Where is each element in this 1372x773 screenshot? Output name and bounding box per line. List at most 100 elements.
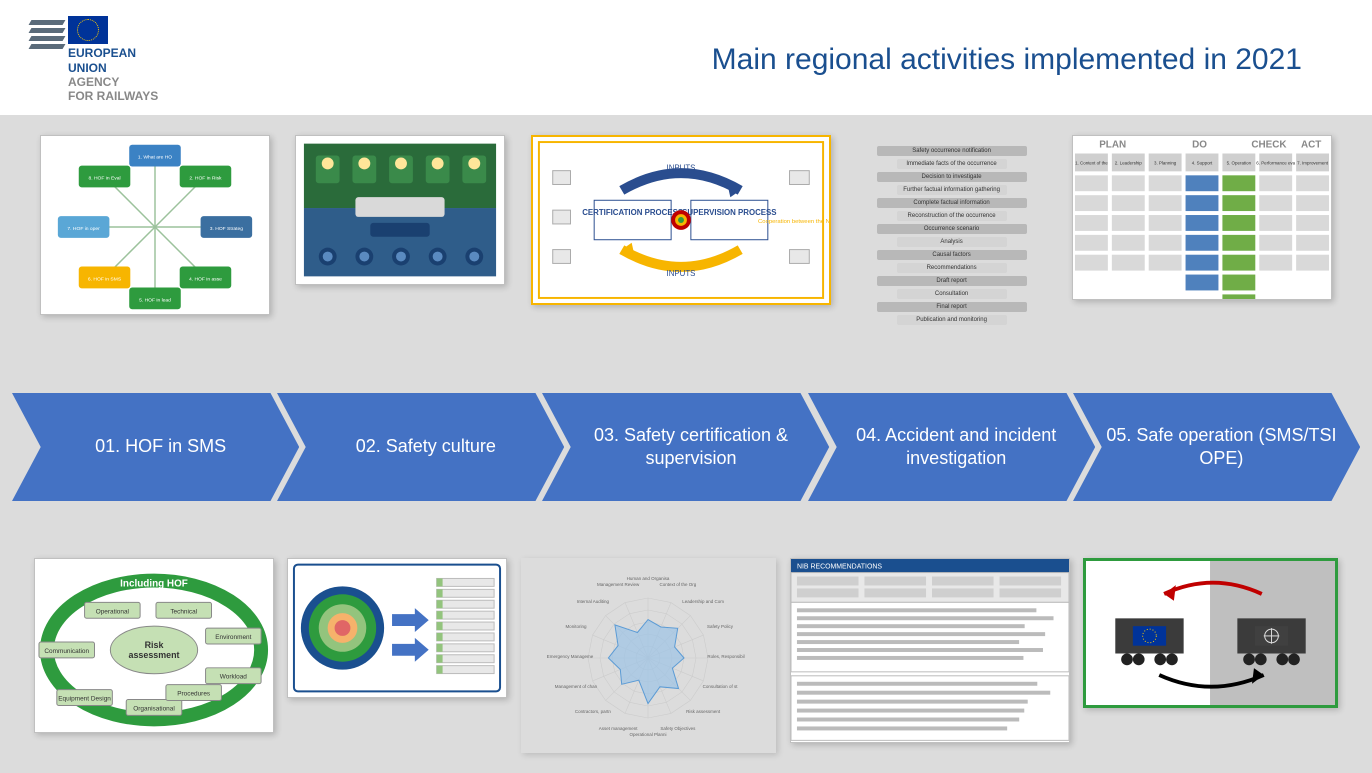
svg-text:Management of chan: Management of chan: [555, 684, 598, 689]
inputs-bottom: INPUTS: [667, 269, 696, 278]
radar-chart-icon: Human and OrganisaContext of the Org Lead…: [521, 558, 776, 753]
svg-text:Workload: Workload: [220, 674, 247, 681]
thumbnail-row-bottom: Including HOF Risk assessment Operationa…: [12, 558, 1360, 753]
flow-step: Causal factors: [877, 250, 1027, 260]
svg-text:Equipment Design: Equipment Design: [58, 696, 111, 703]
flow-step: Draft report: [877, 276, 1027, 286]
flow-step: Safety occurrence notification: [877, 146, 1027, 156]
svg-text:6. Performance eva: 6. Performance eva: [1256, 160, 1295, 165]
chevron-4-label: 04. Accident and incident investigation: [838, 424, 1075, 469]
svg-text:4. Support: 4. Support: [1192, 160, 1213, 165]
flow-step: Immediate facts of the occurrence: [897, 159, 1007, 169]
thumb-nib-app: NIB RECOMMENDATIONS: [790, 558, 1070, 743]
coop-label: Cooperation between the NSAs: [758, 219, 829, 225]
agency-logo: EUROPEAN UNION AGENCY FOR RAILWAYS: [30, 16, 158, 104]
including-hof-label: Including HOF: [120, 578, 188, 589]
svg-text:Procedures: Procedures: [177, 691, 210, 698]
wheel-list-icon: [288, 558, 506, 698]
svg-text:5. Operation: 5. Operation: [1227, 160, 1252, 165]
thumb-radar-chart: Human and OrganisaContext of the Org Lead…: [521, 558, 776, 753]
chevron-4: 04. Accident and incident investigation: [808, 393, 1095, 501]
chevron-1: 01. HOF in SMS: [12, 393, 299, 501]
logo-stripes-icon: [30, 16, 64, 49]
risk-oval-icon: Including HOF Risk assessment Operationa…: [35, 558, 273, 733]
svg-text:Operational Planni: Operational Planni: [629, 732, 666, 737]
logo-line1: EUROPEAN: [68, 46, 158, 60]
flow-step: Occurrence scenario: [877, 224, 1027, 234]
flow-step: Final report: [877, 302, 1027, 312]
flow-step: Consultation: [897, 289, 1007, 299]
svg-text:Emergency Manageme: Emergency Manageme: [547, 654, 594, 659]
svg-text:Asset management: Asset management: [599, 726, 639, 731]
thumb-wheel-list: [287, 558, 507, 698]
chevron-2: 02. Safety culture: [277, 393, 564, 501]
svg-text:7. Improvement: 7. Improvement: [1297, 160, 1329, 165]
thumb-pdca-table: PLANDOCHECKACT1. Context of the 2. Leade…: [1072, 135, 1332, 300]
chevron-5: 05. Safe operation (SMS/TSI OPE): [1073, 393, 1360, 501]
logo-line3: AGENCY: [68, 75, 158, 89]
svg-text:2. Leadership: 2. Leadership: [1115, 160, 1143, 165]
chevron-5-label: 05. Safe operation (SMS/TSI OPE): [1103, 424, 1340, 469]
page-title: Main regional activities implemented in …: [712, 43, 1342, 77]
svg-text:2. HOF in Risk: 2. HOF in Risk: [189, 175, 222, 181]
logo-line4: FOR RAILWAYS: [68, 89, 158, 103]
thumb-wagon-swap: [1083, 558, 1338, 708]
chevron-1-label: 01. HOF in SMS: [95, 435, 226, 458]
cert-label: CERTIFICATION PROCESS: [582, 208, 683, 217]
flow-step: Further factual information gathering: [897, 185, 1007, 195]
logo-line2: UNION: [68, 61, 158, 75]
chevron-3: 03. Safety certification & supervision: [542, 393, 829, 501]
svg-text:Roles, Responsibil: Roles, Responsibil: [707, 654, 744, 659]
header: EUROPEAN UNION AGENCY FOR RAILWAYS Main …: [0, 0, 1372, 115]
svg-text:3. HOF Strateg: 3. HOF Strateg: [210, 226, 243, 232]
flow-step: Reconstruction of the occurrence: [897, 211, 1007, 221]
wagon-swap-icon: [1086, 558, 1335, 708]
svg-text:Environment: Environment: [215, 634, 251, 641]
flow-step: Analysis: [897, 237, 1007, 247]
svg-text:PLAN: PLAN: [1099, 140, 1126, 151]
svg-text:Consultation of st: Consultation of st: [703, 684, 739, 689]
app-title: NIB RECOMMENDATIONS: [797, 564, 882, 571]
svg-text:assessment: assessment: [128, 650, 179, 660]
thumb-hof-radial: 1. What are HO 2. HOF in Risk 3. HOF Strat…: [40, 135, 270, 315]
svg-text:ACT: ACT: [1301, 140, 1321, 151]
flow-step: Publication and monitoring: [897, 315, 1007, 325]
eu-flag-icon: [68, 16, 108, 44]
flow-step: Complete factual information: [877, 198, 1027, 208]
chevron-3-label: 03. Safety certification & supervision: [572, 424, 809, 469]
svg-text:8. HOF in Eval: 8. HOF in Eval: [88, 175, 120, 181]
sup-label: SUPERVISION PROCESS: [682, 208, 776, 217]
inputs-top: INPUTS: [667, 164, 696, 173]
svg-text:3. Planning: 3. Planning: [1154, 160, 1177, 165]
svg-text:Operational: Operational: [95, 608, 128, 615]
process-cycle-icon: CERTIFICATION PROCESS SUPERVISION PROCES…: [533, 135, 829, 305]
svg-text:1. Context of the: 1. Context of the: [1075, 160, 1108, 165]
svg-text:Management Review: Management Review: [597, 582, 640, 587]
svg-text:1. What are HO: 1. What are HO: [138, 155, 172, 161]
radial-diagram-icon: 1. What are HO 2. HOF in Risk 3. HOF Strat…: [41, 135, 269, 315]
svg-text:5. HOF in lead: 5. HOF in lead: [139, 297, 171, 303]
thumb-safety-culture-panel: [295, 135, 505, 285]
svg-text:Leadership and Com: Leadership and Com: [682, 599, 724, 604]
logo-text: EUROPEAN UNION AGENCY FOR RAILWAYS: [68, 46, 158, 104]
flow-step: Recommendations: [897, 263, 1007, 273]
svg-text:4. HOF in asse: 4. HOF in asse: [189, 276, 222, 282]
thumb-cert-supervision: CERTIFICATION PROCESS SUPERVISION PROCES…: [531, 135, 831, 305]
svg-text:Human and Organisa: Human and Organisa: [627, 576, 670, 581]
svg-text:Safety Objectives: Safety Objectives: [660, 726, 696, 731]
svg-text:Contractors, partn: Contractors, partn: [575, 709, 612, 714]
svg-text:DO: DO: [1192, 140, 1207, 151]
layered-panel-icon: [296, 135, 504, 285]
thumb-investigation-flow: Safety occurrence notification Immediate …: [857, 135, 1047, 335]
thumbnail-row-top: 1. What are HO 2. HOF in Risk 3. HOF Strat…: [12, 135, 1360, 335]
svg-text:Context of the Org: Context of the Org: [659, 582, 696, 587]
flow-step: Decision to investigate: [877, 172, 1027, 182]
svg-text:6. HOF in SMS: 6. HOF in SMS: [88, 276, 122, 282]
svg-text:Communication: Communication: [44, 648, 89, 655]
thumb-risk-assessment: Including HOF Risk assessment Operationa…: [34, 558, 274, 733]
chevron-2-label: 02. Safety culture: [356, 435, 496, 458]
pdca-table-icon: PLANDOCHECKACT1. Context of the 2. Leade…: [1073, 135, 1331, 300]
svg-text:7. HOF in oper: 7. HOF in oper: [67, 226, 100, 232]
app-window-icon: NIB RECOMMENDATIONS: [791, 558, 1069, 743]
svg-text:Internal Auditing: Internal Auditing: [577, 599, 610, 604]
